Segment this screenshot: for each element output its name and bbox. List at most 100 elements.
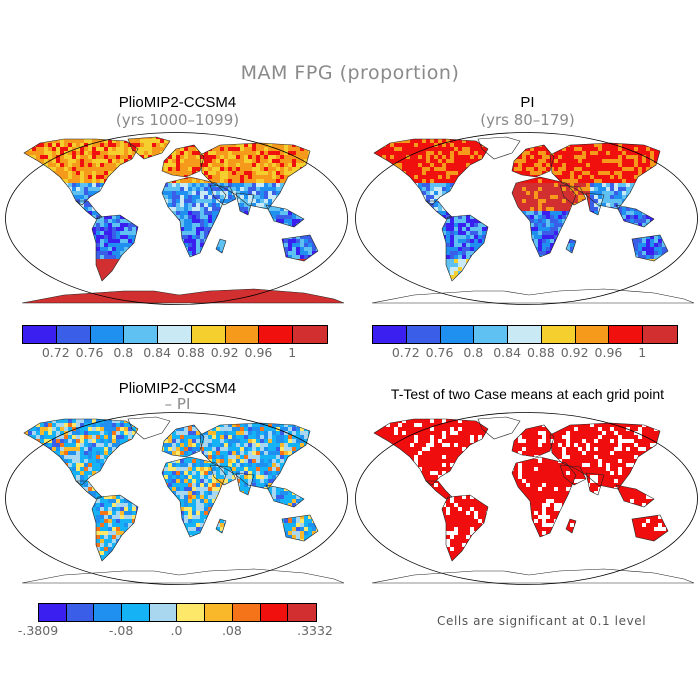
colorbar-plio-swatch [23, 326, 57, 343]
coastline [265, 484, 305, 508]
colorbar-difference-tick-label: .08 [221, 623, 242, 638]
colorbar-difference-swatch [122, 604, 150, 621]
coastline [477, 416, 521, 440]
colorbar-difference-tick-label: -.08 [108, 623, 134, 638]
coastline [511, 424, 555, 458]
significance-note: Cells are significant at 0.1 level [437, 614, 647, 628]
colorbar-pi-swatch [474, 326, 509, 343]
colorbar-plio [22, 325, 328, 344]
coastline [91, 214, 139, 282]
coastline [631, 234, 669, 262]
coastline [511, 456, 577, 538]
globe-outline [5, 412, 348, 585]
colorbar-plio-tick-label: 0.72 [41, 345, 70, 360]
coastline [281, 234, 319, 262]
colorbar-difference-swatch [205, 604, 233, 621]
coastline [631, 514, 669, 542]
coastline [161, 176, 227, 258]
map-pi [355, 132, 698, 305]
coastline [161, 424, 205, 458]
colorbar-plio-swatch [259, 326, 294, 343]
colorbar-pi-tick-label: 0.72 [391, 345, 420, 360]
coastline [441, 494, 489, 562]
colorbar-plio-tick-label: 0.8 [113, 345, 134, 360]
colorbar-difference-swatch [260, 604, 289, 621]
colorbar-pi-swatch [508, 326, 542, 343]
coastline [615, 484, 655, 508]
colorbar-difference-tick-label: .0 [170, 623, 183, 638]
coastline [373, 138, 489, 206]
colorbar-plio-tick-label: 0.84 [143, 345, 172, 360]
coastline [565, 518, 577, 534]
coastline [75, 480, 103, 500]
colorbar-pi-swatch [643, 326, 677, 343]
coastline [23, 138, 139, 206]
colorbar-pi-swatch [575, 326, 610, 343]
map-ttest [355, 412, 698, 585]
coastline [21, 288, 345, 304]
colorbar-plio-swatch [124, 326, 159, 343]
colorbar-pi-tick-label: 0.96 [594, 345, 623, 360]
globe-outline [355, 412, 698, 585]
panel-br-title: T-Test of two Case means at each grid po… [390, 386, 665, 402]
colorbar-plio-labels: 0.72 0.76 0.8 0.84 0.88 0.92 0.96 1 [22, 345, 326, 361]
coastline [585, 192, 605, 216]
coastline [371, 288, 695, 304]
coastline [511, 144, 555, 178]
colorbar-plio-swatch [191, 326, 226, 343]
coastline [559, 184, 587, 206]
colorbar-pi-tick-label: 1 [638, 345, 647, 360]
coastline [565, 238, 577, 254]
colorbar-plio-tick-label: 0.76 [75, 345, 104, 360]
colorbar-plio-swatch [90, 326, 125, 343]
coastline [511, 176, 577, 258]
coastline [281, 514, 319, 542]
coastline [371, 568, 695, 584]
panel-tl-title: PlioMIP2-CCSM4 [118, 94, 237, 111]
colorbar-difference [38, 603, 317, 622]
coastline [425, 200, 453, 220]
coastline [425, 480, 453, 500]
colorbar-plio-swatch [158, 326, 192, 343]
colorbar-pi-swatch [541, 326, 576, 343]
coastline [199, 142, 311, 210]
colorbar-pi-swatch [609, 326, 644, 343]
figure-title: MAM FPG (proportion) [240, 62, 460, 84]
colorbar-difference-swatch [149, 604, 178, 621]
colorbar-difference-tick-label: -.3809 [17, 623, 59, 638]
coastline [585, 472, 605, 496]
coastline [615, 204, 655, 228]
colorbar-plio-tick-label: 0.92 [210, 345, 239, 360]
coastline [199, 422, 311, 490]
colorbar-plio-tick-label: 0.96 [244, 345, 273, 360]
coastline [235, 472, 255, 496]
colorbar-difference-swatch [94, 604, 123, 621]
coastline [559, 464, 587, 486]
coastline [549, 422, 661, 490]
coastline [127, 136, 171, 160]
map-plio [5, 132, 348, 305]
colorbar-pi-tick-label: 0.8 [463, 345, 484, 360]
colorbar-difference-swatch [288, 604, 316, 621]
coastline [161, 456, 227, 538]
panel-bl-subtitle: – PI [164, 395, 191, 413]
coastline [215, 238, 227, 254]
globe-outline [5, 132, 348, 305]
coastline [23, 418, 139, 486]
coastline [209, 464, 237, 486]
coastline [75, 200, 103, 220]
colorbar-pi-tick-label: 0.88 [526, 345, 555, 360]
colorbar-difference-swatch [177, 604, 206, 621]
colorbar-plio-swatch [56, 326, 91, 343]
colorbar-plio-tick-label: 1 [288, 345, 297, 360]
colorbar-plio-tick-label: 0.88 [176, 345, 205, 360]
globe-outline [355, 132, 698, 305]
colorbar-pi [372, 325, 678, 344]
colorbar-pi-labels: 0.72 0.76 0.8 0.84 0.88 0.92 0.96 1 [372, 345, 676, 361]
coastline [477, 136, 521, 160]
coastline [215, 518, 227, 534]
coastline [373, 418, 489, 486]
colorbar-difference-swatch [66, 604, 95, 621]
coastline [127, 416, 171, 440]
colorbar-difference-swatch [232, 604, 261, 621]
